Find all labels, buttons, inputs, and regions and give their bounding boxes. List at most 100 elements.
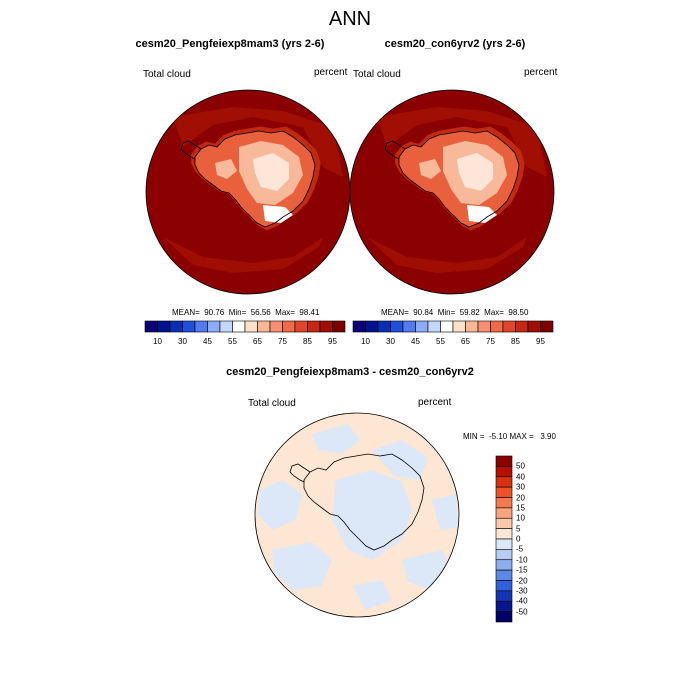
colorbar-swatch xyxy=(495,517,513,529)
colorbar-swatch xyxy=(282,320,296,333)
colorbar-tick-label: 10 xyxy=(153,337,162,346)
difference-units-label: percent xyxy=(418,397,452,408)
colorbar-2-ticks: 10 30 45 55 65 75 85 95 xyxy=(353,337,553,349)
difference-field-negative xyxy=(432,494,458,530)
colorbar-swatch xyxy=(144,320,158,333)
colorbar-swatch xyxy=(502,320,516,333)
coastline xyxy=(398,130,520,228)
colorbar-swatch xyxy=(495,476,513,488)
polar-map-2 xyxy=(349,89,555,295)
colorbar-swatch xyxy=(495,590,513,602)
colorbar-tick-label: 95 xyxy=(328,337,337,346)
colorbar-swatch xyxy=(257,320,271,333)
colorbar-tick-label: -5 xyxy=(516,544,524,554)
difference-field-negative xyxy=(258,480,302,530)
colorbar-swatch xyxy=(332,320,346,333)
colorbar-tick-label: -50 xyxy=(516,607,528,617)
colorbar-tick-label: 20 xyxy=(516,493,525,502)
interior-cloud-zone xyxy=(215,159,237,179)
colorbar-swatch xyxy=(169,320,183,333)
colorbar-swatch xyxy=(495,486,513,498)
interior-cloud-zone xyxy=(253,153,289,191)
colorbar-swatch xyxy=(495,528,513,540)
panel-1-title: cesm20_Pengfeiexp8mam3 (yrs 2-6) xyxy=(135,38,325,50)
colorbar-swatch xyxy=(495,600,513,612)
colorbar-tick-label: -40 xyxy=(516,596,528,606)
colorbar-swatch xyxy=(294,320,308,333)
colorbar-tick-label: 85 xyxy=(303,337,312,346)
colorbar-swatch xyxy=(319,320,333,333)
colorbar-tick-label: 10 xyxy=(516,513,525,523)
colorbar-swatch xyxy=(269,320,283,333)
colorbar-tick-label: 95 xyxy=(536,337,545,346)
polar-map-difference xyxy=(254,412,460,618)
colorbar-tick-label: 0 xyxy=(516,534,521,544)
colorbar-swatch xyxy=(402,320,416,333)
difference-field-negative xyxy=(352,580,392,610)
colorbar-swatch xyxy=(495,507,513,519)
colorbar-tick-label: 45 xyxy=(411,337,420,346)
colorbar-swatch xyxy=(495,538,513,550)
coastline xyxy=(303,453,425,551)
colorbar-vertical-ticks: 50 40 30 20 15 10 5 0 -5 -10 -15 -20 -30 -40 -50 xyxy=(516,456,546,622)
colorbar-swatch xyxy=(477,320,491,333)
coastline-peninsula xyxy=(289,463,311,483)
interior-cloud-zone xyxy=(263,205,293,223)
colorbar-swatch xyxy=(515,320,529,333)
colorbar-swatch xyxy=(495,466,513,478)
colorbar-swatch xyxy=(377,320,391,333)
colorbar-tick-label: 5 xyxy=(516,524,521,534)
colorbar-1 xyxy=(144,320,346,333)
difference-title: cesm20_Pengfeiexp8mam3 - cesm20_con6yrv2 xyxy=(226,366,474,378)
colorbar-tick-label: 30 xyxy=(386,337,395,346)
colorbar-swatch xyxy=(182,320,196,333)
coastline-peninsula xyxy=(384,140,406,160)
cloud-contour-band xyxy=(173,107,343,177)
difference-field-label: Total cloud xyxy=(248,398,296,409)
cloud-contour-band xyxy=(377,107,547,177)
colorbar-swatch xyxy=(495,559,513,571)
panel-2-field-label: Total cloud xyxy=(353,69,401,80)
panel-2-units-label: percent xyxy=(524,67,558,78)
panel-1-stats: MEAN= 90.76 Min= 56.56 Max= 98.41 xyxy=(172,308,320,317)
panel-2-stats: MEAN= 90.84 Min= 59.82 Max= 98.50 xyxy=(381,308,529,317)
main-title: ANN xyxy=(328,8,372,30)
colorbar-swatch xyxy=(452,320,466,333)
colorbar-swatch xyxy=(440,320,454,333)
colorbar-swatch xyxy=(307,320,321,333)
polar-map-1 xyxy=(145,89,351,295)
panel-1-units-label: percent xyxy=(314,67,348,78)
difference-field-negative xyxy=(332,470,412,560)
colorbar-swatch xyxy=(540,320,554,333)
colorbar-tick-label: 65 xyxy=(253,337,262,346)
cloud-contour-band xyxy=(163,237,323,273)
panel-2-title: cesm20_con6yrv2 (yrs 2-6) xyxy=(384,38,526,50)
colorbar-1-ticks: 10 30 45 55 65 75 85 95 xyxy=(145,337,345,349)
colorbar-swatch xyxy=(495,549,513,561)
colorbar-vertical xyxy=(495,455,513,623)
colorbar-tick-label: 55 xyxy=(436,337,445,346)
colorbar-swatch xyxy=(490,320,504,333)
coastline-peninsula xyxy=(180,140,202,160)
colorbar-swatch xyxy=(365,320,379,333)
colorbar-swatch xyxy=(232,320,246,333)
coastline xyxy=(194,130,316,228)
interior-cloud-zone xyxy=(457,153,493,191)
colorbar-tick-label: -20 xyxy=(516,576,528,585)
colorbar-swatch xyxy=(352,320,366,333)
colorbar-tick-label: -10 xyxy=(516,555,528,565)
colorbar-tick-label: 75 xyxy=(278,337,287,346)
colorbar-tick-label: 30 xyxy=(178,337,187,346)
colorbar-swatch xyxy=(194,320,208,333)
difference-stats: MIN = -5.10 MAX = 3.90 xyxy=(463,432,556,441)
colorbar-tick-label: 50 xyxy=(516,461,525,471)
difference-field-negative xyxy=(312,424,360,454)
difference-field-negative xyxy=(272,542,332,590)
colorbar-tick-label: 75 xyxy=(486,337,495,346)
colorbar-tick-label: 55 xyxy=(228,337,237,346)
colorbar-swatch xyxy=(244,320,258,333)
colorbar-swatch xyxy=(219,320,233,333)
interior-cloud-zone xyxy=(467,205,497,223)
colorbar-swatch xyxy=(390,320,404,333)
colorbar-swatch xyxy=(207,320,221,333)
